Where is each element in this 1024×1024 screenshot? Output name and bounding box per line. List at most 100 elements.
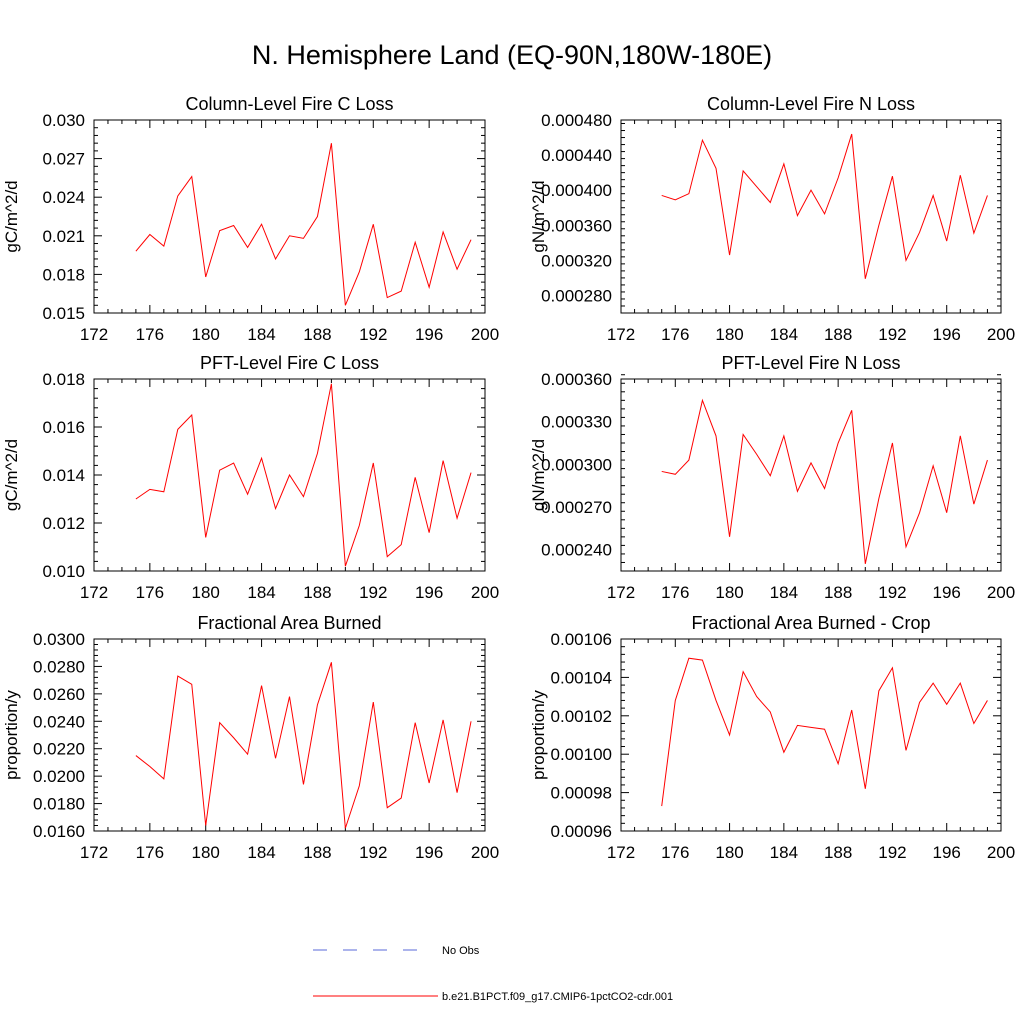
y-tick-label: 0.0220 — [33, 740, 85, 759]
y-tick-label: 0.010 — [42, 562, 85, 581]
y-tick-label: 0.0300 — [33, 630, 85, 649]
chart-title: Column-Level Fire N Loss — [707, 94, 915, 114]
y-tick-label: 0.024 — [42, 188, 85, 207]
x-tick-label: 180 — [192, 583, 220, 602]
y-tick-label: 0.00104 — [551, 668, 612, 687]
y-tick-label: 0.00098 — [551, 784, 612, 803]
x-tick-label: 176 — [661, 583, 689, 602]
x-tick-label: 192 — [878, 325, 906, 344]
y-tick-label: 0.0200 — [33, 767, 85, 786]
y-tick-label: 0.018 — [42, 370, 85, 389]
x-tick-label: 176 — [136, 325, 164, 344]
y-tick-label: 0.015 — [42, 304, 85, 323]
chart-title: PFT-Level Fire C Loss — [200, 353, 379, 373]
y-axis-label: gN/m^2/d — [529, 439, 548, 511]
legend-label-no-obs: No Obs — [442, 945, 480, 957]
x-tick-label: 200 — [987, 583, 1015, 602]
y-tick-label: 0.000440 — [541, 146, 612, 165]
x-tick-label: 184 — [770, 843, 798, 862]
y-tick-label: 0.000360 — [541, 216, 612, 235]
series-line — [661, 133, 988, 279]
x-tick-label: 200 — [987, 325, 1015, 344]
x-tick-label: 200 — [471, 325, 499, 344]
y-tick-label: 0.012 — [42, 514, 85, 533]
y-tick-label: 0.0280 — [33, 657, 85, 676]
y-tick-label: 0.021 — [42, 227, 85, 246]
x-tick-label: 184 — [247, 325, 275, 344]
y-axis-label: gC/m^2/d — [2, 180, 21, 252]
x-tick-label: 172 — [80, 325, 108, 344]
x-tick-label: 172 — [80, 583, 108, 602]
y-tick-label: 0.027 — [42, 150, 85, 169]
x-tick-label: 184 — [770, 583, 798, 602]
x-tick-label: 184 — [247, 843, 275, 862]
y-tick-label: 0.000280 — [541, 286, 612, 305]
plot-frame — [620, 378, 1002, 572]
x-tick-label: 188 — [303, 325, 331, 344]
x-tick-label: 176 — [661, 843, 689, 862]
y-tick-label: 0.0260 — [33, 685, 85, 704]
chart-panels: Column-Level Fire C Loss gC/m^2/d 172 176 18… — [2, 94, 1015, 862]
x-tick-label: 172 — [607, 325, 635, 344]
y-tick-label: 0.014 — [42, 466, 85, 485]
chart-title: PFT-Level Fire N Loss — [721, 353, 900, 373]
chart-panel-1: Column-Level Fire C Loss gC/m^2/d 172 176 18… — [2, 94, 499, 344]
y-tick-label: 0.000270 — [541, 498, 612, 517]
chart-panel-2: Column-Level Fire N Loss gN/m^2/d 172 176 18… — [529, 94, 1015, 344]
chart-panel-5: Fractional Area Burned proportion/y 172 176… — [2, 613, 499, 862]
series-line — [135, 383, 472, 567]
chart-panel-3: PFT-Level Fire C Loss gC/m^2/d 172 176 180 18… — [2, 353, 499, 602]
y-axis-label: gN/m^2/d — [529, 180, 548, 252]
y-tick-label: 0.000320 — [541, 251, 612, 270]
y-axis-label: proportion/y — [2, 690, 21, 780]
x-tick-label: 184 — [247, 583, 275, 602]
x-tick-label: 172 — [80, 843, 108, 862]
x-tick-label: 196 — [415, 325, 443, 344]
y-tick-label: 0.00106 — [551, 630, 612, 649]
x-tick-label: 188 — [303, 583, 331, 602]
x-tick-label: 180 — [715, 583, 743, 602]
x-tick-label: 188 — [824, 843, 852, 862]
series-line — [135, 662, 472, 829]
y-tick-label: 0.016 — [42, 418, 85, 437]
y-tick-label: 0.000300 — [541, 455, 612, 474]
plot-frame — [93, 638, 486, 832]
x-tick-label: 180 — [192, 325, 220, 344]
x-tick-label: 192 — [359, 843, 387, 862]
x-tick-label: 180 — [192, 843, 220, 862]
legend-label-model: b.e21.B1PCT.f09_g17.CMIP6-1pctCO2-cdr.00… — [442, 991, 673, 1003]
x-tick-label: 184 — [770, 325, 798, 344]
x-tick-label: 176 — [136, 583, 164, 602]
x-tick-label: 196 — [933, 583, 961, 602]
chart-panel-4: PFT-Level Fire N Loss gN/m^2/d 172 176 180 18… — [529, 353, 1015, 602]
y-tick-label: 0.018 — [42, 265, 85, 284]
series-line — [661, 657, 988, 807]
y-tick-label: 0.00102 — [551, 707, 612, 726]
x-tick-label: 188 — [824, 325, 852, 344]
chart-title: Column-Level Fire C Loss — [185, 94, 393, 114]
figure-title: N. Hemisphere Land (EQ-90N,180W-180E) — [251, 40, 773, 70]
x-tick-label: 172 — [607, 583, 635, 602]
x-tick-label: 188 — [824, 583, 852, 602]
x-tick-label: 192 — [878, 843, 906, 862]
y-tick-label: 0.000240 — [541, 541, 612, 560]
y-tick-label: 0.000360 — [541, 370, 612, 389]
chart-title: Fractional Area Burned - Crop — [691, 613, 930, 633]
y-tick-label: 0.000480 — [541, 111, 612, 130]
chart-panel-6: Fractional Area Burned - Crop proportion/… — [529, 613, 1015, 862]
x-tick-label: 180 — [715, 325, 743, 344]
x-tick-label: 192 — [878, 583, 906, 602]
x-tick-label: 188 — [303, 843, 331, 862]
x-tick-label: 180 — [715, 843, 743, 862]
y-axis-label: gC/m^2/d — [2, 439, 21, 511]
x-tick-label: 196 — [933, 325, 961, 344]
legend: No Obs b.e21.B1PCT.f09_g17.CMIP6-1pctCO2… — [313, 945, 673, 1003]
y-tick-label: 0.0160 — [33, 822, 85, 841]
x-tick-label: 200 — [987, 843, 1015, 862]
x-tick-label: 200 — [471, 583, 499, 602]
x-tick-label: 176 — [661, 325, 689, 344]
y-tick-label: 0.0240 — [33, 712, 85, 731]
chart-title: Fractional Area Burned — [197, 613, 381, 633]
y-tick-label: 0.0180 — [33, 795, 85, 814]
